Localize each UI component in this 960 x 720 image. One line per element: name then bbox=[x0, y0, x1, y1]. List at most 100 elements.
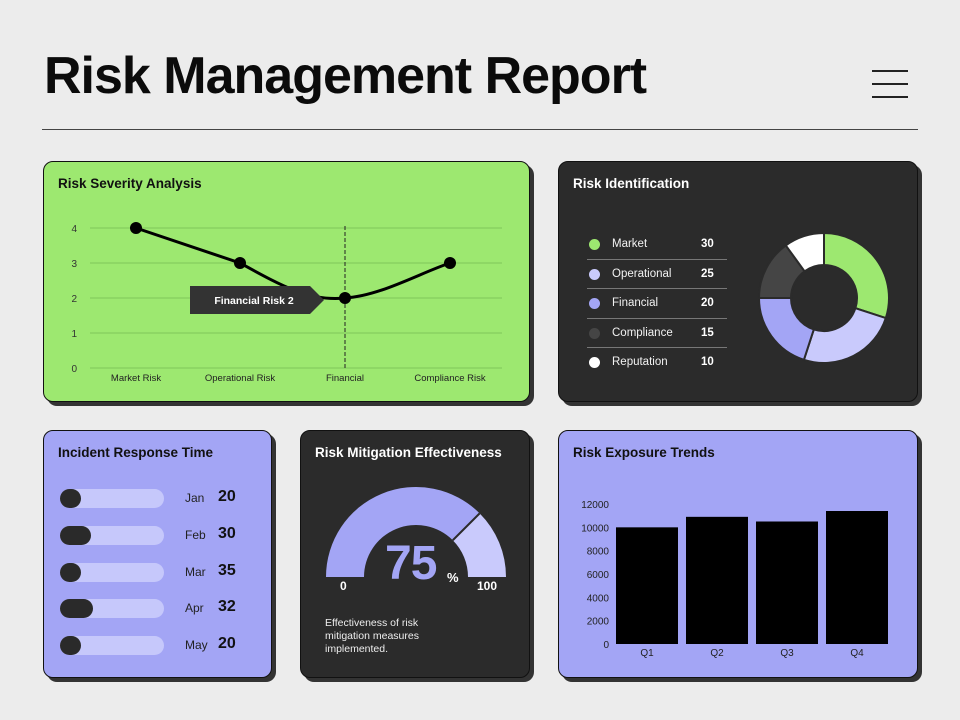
progress-track bbox=[60, 562, 164, 582]
legend-value: 20 bbox=[701, 297, 714, 309]
incident-row-apr: Apr 32 bbox=[60, 598, 260, 619]
data-point-compliance-risk bbox=[444, 257, 456, 269]
incident-response-card: Incident Response Time Jan 20 Feb 30 Mar 35 Ap… bbox=[43, 430, 272, 678]
y-tick-label: 2 bbox=[71, 294, 77, 305]
progress-fill bbox=[60, 525, 92, 545]
progress-fill bbox=[60, 599, 94, 619]
bar-q4 bbox=[826, 511, 888, 644]
legend-dot-icon bbox=[589, 327, 600, 339]
gauge-description: Effectiveness of risk mitigation measure… bbox=[325, 617, 419, 655]
legend-dot-icon bbox=[589, 239, 600, 250]
risk-identification-donut-chart bbox=[757, 231, 890, 364]
progress-fill bbox=[60, 562, 81, 582]
legend-value: 10 bbox=[701, 356, 714, 368]
y-tick-label: 10000 bbox=[581, 523, 609, 534]
risk-mitigation-card: Risk Mitigation Effectiveness 75 % 0 100… bbox=[300, 430, 530, 678]
x-tick-label: Q3 bbox=[780, 648, 794, 659]
x-tick-label: Q4 bbox=[850, 648, 864, 659]
response-value: 20 bbox=[218, 488, 236, 505]
legend-item-financial: Financial 20 bbox=[587, 289, 727, 319]
donut-slice-financial bbox=[757, 297, 816, 362]
incident-response-title: Incident Response Time bbox=[58, 445, 214, 460]
bar-q1 bbox=[616, 527, 678, 644]
x-tick-label: Operational Risk bbox=[205, 373, 275, 384]
x-tick-label: Compliance Risk bbox=[414, 373, 486, 384]
gauge-unit: % bbox=[447, 570, 459, 585]
y-tick-label: 8000 bbox=[587, 547, 610, 558]
legend-dot-icon bbox=[589, 298, 600, 309]
progress-track bbox=[60, 636, 164, 656]
legend-value: 30 bbox=[701, 238, 714, 250]
incident-row-jan: Jan 20 bbox=[60, 488, 260, 509]
risk-identification-legend: Market 30 Operational 25 Financial 20 Complian… bbox=[587, 230, 727, 378]
risk-severity-line-chart: 0 1 2 3 4 Market Risk Operational Risk Financia… bbox=[71, 222, 502, 384]
gauge-min-label: 0 bbox=[340, 579, 347, 593]
progress-fill bbox=[60, 636, 81, 656]
legend-dot-icon bbox=[589, 268, 600, 280]
bar-q3 bbox=[756, 521, 818, 644]
data-point-market-risk bbox=[130, 222, 142, 234]
page-title: Risk Management Report bbox=[44, 47, 647, 105]
title-divider bbox=[42, 129, 918, 130]
x-tick-label: Market Risk bbox=[111, 373, 161, 384]
legend-value: 25 bbox=[701, 267, 714, 280]
donut-slice-operational bbox=[802, 306, 888, 364]
donut-slice-market bbox=[823, 231, 890, 320]
legend-item-compliance: Compliance 15 bbox=[587, 319, 727, 348]
x-tick-label: Financial bbox=[326, 373, 364, 384]
response-value: 35 bbox=[218, 561, 236, 579]
y-tick-label: 2000 bbox=[587, 617, 610, 628]
tooltip-box bbox=[190, 286, 324, 314]
risk-mitigation-title: Risk Mitigation Effectiveness bbox=[315, 445, 502, 460]
risk-exposure-card: Risk Exposure Trends 0 2000 4000 6000 8000 10… bbox=[558, 430, 918, 678]
risk-exposure-bar-chart: 0 2000 4000 6000 8000 10000 12000 Q1 Q2 Q3 Q4 bbox=[581, 500, 888, 659]
y-tick-label: 6000 bbox=[587, 570, 610, 581]
month-label: Mar bbox=[185, 564, 206, 579]
progress-track bbox=[60, 525, 164, 545]
hamburger-menu-icon[interactable] bbox=[872, 70, 908, 100]
y-tick-label: 4000 bbox=[587, 593, 610, 604]
progress-fill bbox=[60, 489, 81, 508]
gauge-max-label: 100 bbox=[477, 579, 498, 593]
month-label: Jan bbox=[185, 491, 205, 505]
data-point-operational-risk bbox=[234, 257, 246, 269]
gauge-divider bbox=[452, 512, 481, 541]
legend-value: 15 bbox=[701, 326, 714, 339]
response-value: 30 bbox=[218, 524, 236, 542]
month-label: May bbox=[185, 638, 208, 653]
legend-label: Financial bbox=[612, 297, 659, 309]
incident-row-mar: Mar 35 bbox=[60, 561, 260, 583]
x-tick-label: Q1 bbox=[640, 648, 654, 659]
progress-track bbox=[60, 599, 164, 619]
incident-row-feb: Feb 30 bbox=[60, 524, 260, 546]
legend-label: Operational bbox=[612, 267, 672, 280]
effectiveness-gauge bbox=[326, 487, 506, 577]
response-value: 32 bbox=[218, 598, 236, 616]
risk-severity-title: Risk Severity Analysis bbox=[58, 176, 202, 191]
legend-item-market: Market 30 bbox=[587, 230, 727, 260]
response-value: 20 bbox=[218, 635, 236, 653]
legend-item-reputation: Reputation 10 bbox=[587, 348, 727, 378]
legend-label: Reputation bbox=[612, 356, 668, 368]
y-tick-label: 1 bbox=[71, 329, 77, 340]
legend-label: Market bbox=[612, 238, 648, 250]
risk-identification-card: Risk Identification Market 30 Operational 2… bbox=[558, 161, 918, 402]
month-label: Feb bbox=[185, 527, 206, 542]
data-point-financial bbox=[339, 292, 351, 304]
x-tick-label: Q2 bbox=[710, 648, 724, 659]
y-tick-label: 3 bbox=[71, 259, 77, 270]
y-tick-label: 4 bbox=[71, 224, 77, 235]
risk-identification-title: Risk Identification bbox=[573, 176, 690, 191]
tooltip-label: Financial Risk 2 bbox=[214, 295, 294, 307]
incident-row-may: May 20 bbox=[60, 635, 260, 656]
gauge-filled-arc bbox=[326, 487, 480, 577]
legend-item-operational: Operational 25 bbox=[587, 260, 727, 289]
tooltip: Financial Risk 2 bbox=[190, 286, 324, 314]
bar-q2 bbox=[686, 516, 748, 644]
month-label: Apr bbox=[185, 601, 204, 616]
donut-slice-reputation bbox=[784, 231, 825, 273]
legend-dot-icon bbox=[589, 357, 600, 368]
y-tick-label: 0 bbox=[71, 364, 77, 375]
risk-exposure-title: Risk Exposure Trends bbox=[573, 445, 715, 460]
gauge-value: 75 bbox=[385, 537, 437, 590]
